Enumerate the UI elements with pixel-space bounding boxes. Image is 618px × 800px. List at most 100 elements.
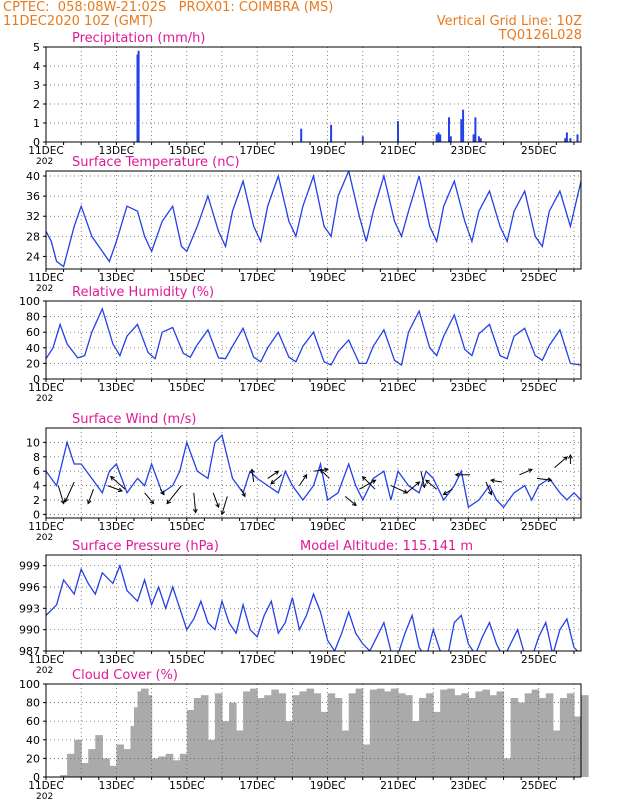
x-tick-label: 17DEC <box>239 145 274 157</box>
wind-arrow-head <box>547 477 553 483</box>
x-tick-label: 17DEC <box>239 272 274 284</box>
cloud-bar <box>165 753 174 778</box>
cloud-bar <box>299 691 307 777</box>
wind-arrow <box>251 469 255 483</box>
x-tick-label: 17DEC <box>239 654 274 666</box>
cloud-bar <box>447 688 455 777</box>
y-tick-label: 8 <box>33 451 40 464</box>
y-tick-label: 60 <box>26 326 40 339</box>
wind-arrow-head <box>215 503 220 509</box>
cloud-bar <box>510 698 519 777</box>
x-tick-label: 25DEC <box>521 272 556 284</box>
precip-bar <box>576 134 579 142</box>
wind-arrow <box>57 485 65 504</box>
cloud-bar <box>109 765 117 777</box>
wind-arrow <box>193 492 197 513</box>
wind-arrow-head <box>87 499 92 505</box>
cloud-bar <box>468 698 476 777</box>
y-tick-label: 5 <box>33 41 40 54</box>
x-tick-label: 11DEC <box>28 382 63 394</box>
y-tick-label: 987 <box>19 645 40 658</box>
wind-arrow <box>359 479 376 490</box>
cloud-bar <box>405 695 413 777</box>
precip-bar <box>474 117 477 142</box>
cloud-bar <box>264 695 272 777</box>
series-line <box>46 171 581 268</box>
y-tick-label: 60 <box>26 715 40 728</box>
wind-arrow-head <box>371 479 377 484</box>
plot-frame <box>45 46 582 143</box>
wind-arrow-head <box>64 497 69 503</box>
x-tick-label: 19DEC <box>310 272 345 284</box>
cloud-bar <box>306 688 315 777</box>
y-tick-label: 990 <box>19 624 40 637</box>
wind-arrow-head <box>250 468 255 474</box>
x-tick-label: 21DEC <box>380 145 415 157</box>
x-tick-label: 23DEC <box>451 654 486 666</box>
wind-arrow-head <box>568 453 573 459</box>
panel-3: 024 68 10 11DEC 13DEC 15DEC 17DEC 19DEC 21DEC 23D… <box>26 412 582 543</box>
wind-arrow-head <box>117 487 123 493</box>
cloud-bar <box>376 688 385 777</box>
y-tick-label: 4 <box>33 480 40 493</box>
panel-title: Relative Humidity (%) <box>72 285 214 300</box>
panel-2: 0 20 40 60 80 100 11DEC 13DEC 15DEC 17DEC 19DEC 21D… <box>19 285 582 404</box>
cloud-bar <box>348 693 357 777</box>
y-tick-label: 0 <box>33 136 40 149</box>
x-tick-label: 15DEC <box>169 145 204 157</box>
x-year-label: 202 <box>36 394 53 404</box>
y-tick-label: 1 <box>33 117 40 130</box>
cloud-bar <box>257 698 265 777</box>
x-tick-label: 13DEC <box>99 382 134 394</box>
model-id: TQ0126L028 <box>498 28 582 43</box>
x-tick-label: 15DEC <box>169 382 204 394</box>
cloud-bar <box>545 693 554 777</box>
cloud-bar <box>581 695 589 777</box>
cloud-bar <box>327 693 336 777</box>
cloud-bar <box>383 691 392 777</box>
cloud-bar <box>334 698 343 777</box>
x-tick-label: 23DEC <box>451 780 486 792</box>
precip-bar <box>136 54 139 142</box>
cloud-bar <box>102 758 110 777</box>
panel-annotation: Model Altitude: 115.141 m <box>300 539 473 554</box>
precip-bar <box>137 50 140 142</box>
x-tick-label: 13DEC <box>99 654 134 666</box>
precip-bar <box>477 136 480 142</box>
plot-frame <box>45 170 582 270</box>
x-tick-label: 13DEC <box>99 272 134 284</box>
y-tick-label: 24 <box>26 250 40 263</box>
plot-frame <box>45 683 582 778</box>
wind-arrow <box>390 485 408 494</box>
x-tick-label: 19DEC <box>310 780 345 792</box>
precip-bar <box>569 138 572 142</box>
plot-frame <box>45 554 582 652</box>
wind-arrow <box>420 471 425 488</box>
precip-bar <box>439 134 442 142</box>
station-header: CPTEC: 058:08W-21:02S PROX01: COIMBRA (M… <box>3 0 334 15</box>
x-tick-label: 21DEC <box>380 780 415 792</box>
wind-arrow-head <box>487 490 493 496</box>
y-tick-label: 20 <box>26 357 40 370</box>
x-tick-label: 23DEC <box>451 272 486 284</box>
x-tick-label: 19DEC <box>310 382 345 394</box>
wind-arrow <box>485 481 492 495</box>
x-tick-label: 21DEC <box>380 272 415 284</box>
x-tick-label: 21DEC <box>380 382 415 394</box>
x-tick-label: 25DEC <box>521 382 556 394</box>
cloud-bar <box>81 763 89 777</box>
wind-arrow <box>166 485 182 504</box>
panel-5: 0 20 40 60 80 100 11DEC 13DEC 15DEC 17DEC 19DEC 21D… <box>19 668 589 800</box>
cloud-bar <box>123 749 131 777</box>
series-line <box>46 306 581 367</box>
panel-title: Surface Pressure (hPa) <box>72 539 219 554</box>
panel-title: Cloud Cover (%) <box>72 668 178 683</box>
cloud-bar <box>243 691 251 777</box>
wind-arrow <box>554 456 568 468</box>
x-year-label: 202 <box>36 284 53 294</box>
x-tick-label: 25DEC <box>521 521 556 533</box>
cloud-bar <box>292 695 300 777</box>
y-tick-label: 100 <box>19 678 40 691</box>
x-year-label: 202 <box>36 157 53 167</box>
cloud-bar <box>538 698 547 777</box>
